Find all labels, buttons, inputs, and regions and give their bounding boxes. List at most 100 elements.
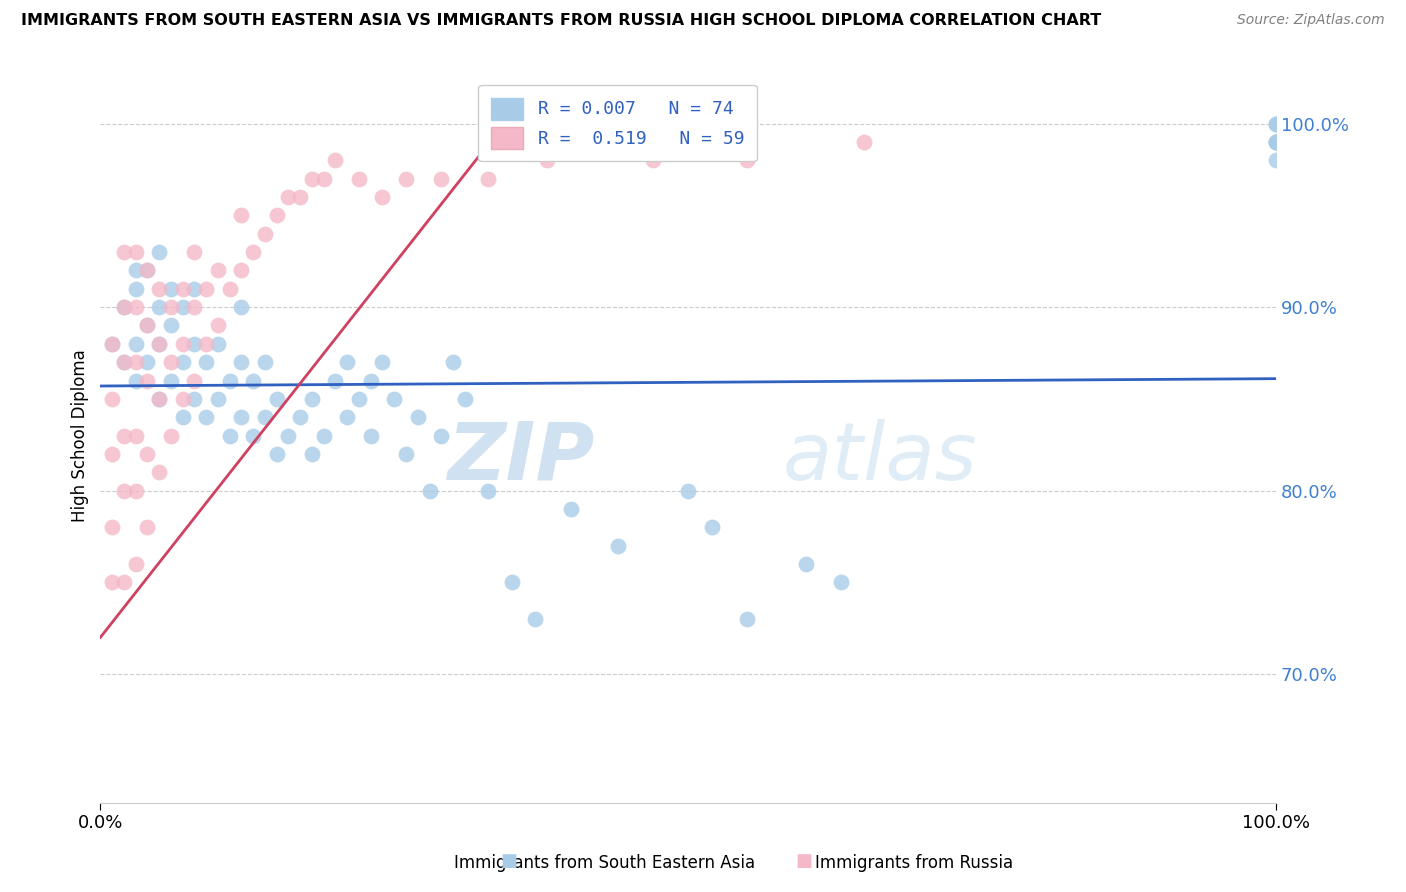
- Point: [218, 428, 240, 442]
- Point: [112, 355, 135, 369]
- Point: [418, 483, 440, 498]
- Point: [183, 282, 205, 296]
- Point: [183, 392, 205, 406]
- Point: [172, 355, 194, 369]
- Point: [477, 171, 499, 186]
- Point: [454, 392, 477, 406]
- Point: [183, 374, 205, 388]
- Point: [160, 282, 183, 296]
- Point: [195, 282, 218, 296]
- Point: [101, 447, 124, 461]
- Text: ■: ■: [796, 852, 813, 870]
- Point: [124, 557, 146, 571]
- Point: [231, 355, 253, 369]
- Point: [242, 374, 264, 388]
- Point: [148, 392, 170, 406]
- Point: [312, 171, 335, 186]
- Text: Immigrants from South Eastern Asia: Immigrants from South Eastern Asia: [454, 855, 755, 872]
- Point: [1265, 117, 1288, 131]
- Point: [395, 447, 418, 461]
- Point: [112, 483, 135, 498]
- Point: [700, 520, 723, 534]
- Point: [172, 336, 194, 351]
- Point: [101, 336, 124, 351]
- Point: [360, 428, 382, 442]
- Point: [148, 300, 170, 314]
- Point: [253, 227, 276, 241]
- Point: [183, 336, 205, 351]
- Point: [290, 190, 312, 204]
- Point: [183, 300, 205, 314]
- Point: [325, 374, 347, 388]
- Point: [231, 410, 253, 425]
- Text: IMMIGRANTS FROM SOUTH EASTERN ASIA VS IMMIGRANTS FROM RUSSIA HIGH SCHOOL DIPLOMA: IMMIGRANTS FROM SOUTH EASTERN ASIA VS IM…: [21, 13, 1101, 29]
- Point: [148, 336, 170, 351]
- Point: [124, 300, 146, 314]
- Point: [1265, 117, 1288, 131]
- Point: [371, 355, 394, 369]
- Point: [536, 153, 558, 168]
- Point: [218, 374, 240, 388]
- Point: [207, 318, 229, 333]
- Point: [136, 263, 159, 277]
- Point: [277, 190, 299, 204]
- Point: [124, 355, 146, 369]
- Point: [336, 355, 359, 369]
- Point: [148, 282, 170, 296]
- Point: [172, 410, 194, 425]
- Point: [136, 355, 159, 369]
- Point: [172, 282, 194, 296]
- Point: [101, 520, 124, 534]
- Point: [382, 392, 405, 406]
- Point: [441, 355, 464, 369]
- Point: [794, 557, 817, 571]
- Point: [231, 300, 253, 314]
- Point: [266, 392, 288, 406]
- Point: [501, 575, 523, 590]
- Point: [735, 612, 758, 626]
- Point: [148, 336, 170, 351]
- Point: [360, 374, 382, 388]
- Text: ZIP: ZIP: [447, 418, 595, 497]
- Point: [430, 428, 453, 442]
- Point: [406, 410, 429, 425]
- Legend: R = 0.007   N = 74, R =  0.519   N = 59: R = 0.007 N = 74, R = 0.519 N = 59: [478, 85, 756, 161]
- Point: [735, 153, 758, 168]
- Point: [112, 245, 135, 260]
- Point: [136, 318, 159, 333]
- Text: Immigrants from Russia: Immigrants from Russia: [815, 855, 1012, 872]
- Point: [124, 282, 146, 296]
- Point: [301, 447, 323, 461]
- Point: [218, 282, 240, 296]
- Point: [183, 245, 205, 260]
- Point: [325, 153, 347, 168]
- Point: [195, 410, 218, 425]
- Point: [336, 410, 359, 425]
- Point: [371, 190, 394, 204]
- Point: [853, 135, 876, 149]
- Point: [242, 428, 264, 442]
- Text: ■: ■: [501, 852, 517, 870]
- Point: [112, 300, 135, 314]
- Point: [1265, 135, 1288, 149]
- Point: [101, 575, 124, 590]
- Point: [231, 263, 253, 277]
- Y-axis label: High School Diploma: High School Diploma: [72, 349, 89, 522]
- Point: [136, 318, 159, 333]
- Point: [124, 428, 146, 442]
- Point: [207, 263, 229, 277]
- Point: [347, 392, 370, 406]
- Point: [395, 171, 418, 186]
- Point: [124, 483, 146, 498]
- Point: [676, 483, 699, 498]
- Point: [242, 245, 264, 260]
- Point: [148, 392, 170, 406]
- Point: [266, 208, 288, 222]
- Point: [160, 318, 183, 333]
- Point: [124, 374, 146, 388]
- Point: [124, 245, 146, 260]
- Point: [1265, 135, 1288, 149]
- Text: Source: ZipAtlas.com: Source: ZipAtlas.com: [1237, 13, 1385, 28]
- Point: [136, 374, 159, 388]
- Point: [160, 428, 183, 442]
